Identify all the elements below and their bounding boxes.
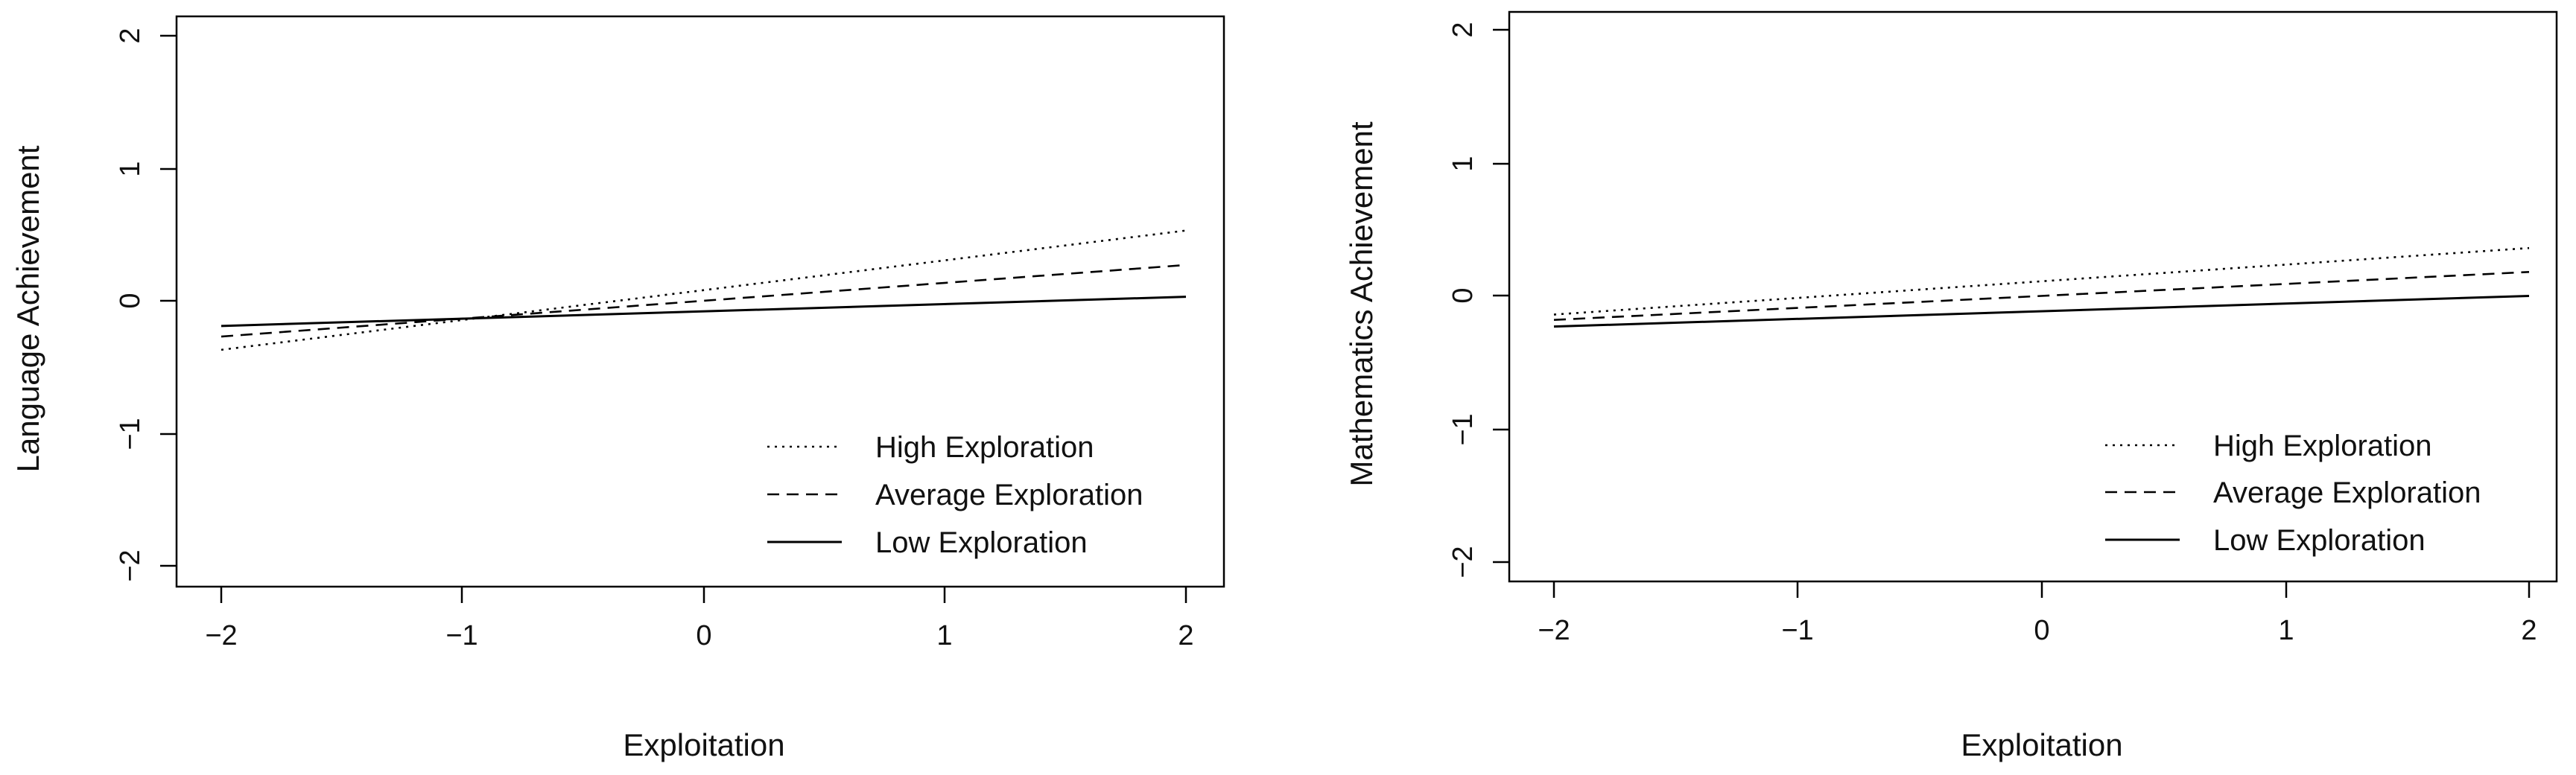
- y-tick-label: 2: [1447, 22, 1479, 37]
- y-tick-label: 1: [1447, 156, 1479, 171]
- x-tick-label: −1: [1781, 615, 1813, 646]
- language-achievement-chart: −2 −1 0 1 2 −2 −1 0 1 2 Exploitation Language Achie…: [10, 15, 1225, 762]
- x-tick-label: 1: [936, 620, 952, 651]
- legend-label: Average Exploration: [2213, 476, 2481, 509]
- mathematics-achievement-chart: −2 −1 0 1 2 −2 −1 0 1 2 Exploitation Mathematics Ac…: [1344, 10, 2558, 762]
- series-line-solid: [221, 296, 1187, 328]
- series-line-dashed: [221, 264, 1187, 338]
- legend-label: High Exploration: [875, 431, 1094, 464]
- x-tick-label: 1: [2278, 615, 2294, 646]
- y-axis-label: Mathematics Achievement: [1344, 121, 1379, 487]
- series-line-dotted: [1553, 246, 2530, 316]
- x-axis-label: Exploitation: [1961, 727, 2122, 762]
- x-tick-label: 0: [2034, 615, 2049, 646]
- legend: High Exploration Average Exploration Low E…: [767, 431, 1143, 559]
- y-tick-label: −2: [115, 549, 146, 581]
- y-tick-label: 1: [115, 161, 146, 176]
- legend-label: High Exploration: [2213, 430, 2432, 462]
- legend: High Exploration Average Exploration Low E…: [2105, 430, 2481, 557]
- y-tick-label: −1: [115, 418, 146, 450]
- series-line-solid: [1553, 295, 2530, 328]
- x-axis-label: Exploitation: [623, 727, 784, 762]
- y-tick-label: −1: [1447, 413, 1479, 445]
- y-tick-label: 2: [115, 28, 146, 43]
- x-tick-label: −1: [445, 620, 478, 651]
- legend-label: Average Exploration: [875, 479, 1143, 511]
- x-tick-label: −2: [205, 620, 237, 651]
- x-tick-label: −2: [1538, 615, 1570, 646]
- plot-frame: [1508, 10, 2558, 583]
- y-tick-label: 0: [1447, 287, 1479, 303]
- x-tick-label: 0: [696, 620, 711, 651]
- y-axis-label: Language Achievement: [10, 145, 45, 472]
- y-tick-label: −2: [1447, 546, 1479, 578]
- series-line-dotted: [221, 229, 1187, 351]
- series-line-dashed: [1553, 271, 2530, 321]
- legend-label: Low Exploration: [875, 526, 1088, 559]
- legend-label: Low Exploration: [2213, 524, 2426, 557]
- x-tick-label: 2: [2521, 615, 2537, 646]
- y-tick-label: 0: [115, 293, 146, 308]
- x-tick-label: 2: [1178, 620, 1193, 651]
